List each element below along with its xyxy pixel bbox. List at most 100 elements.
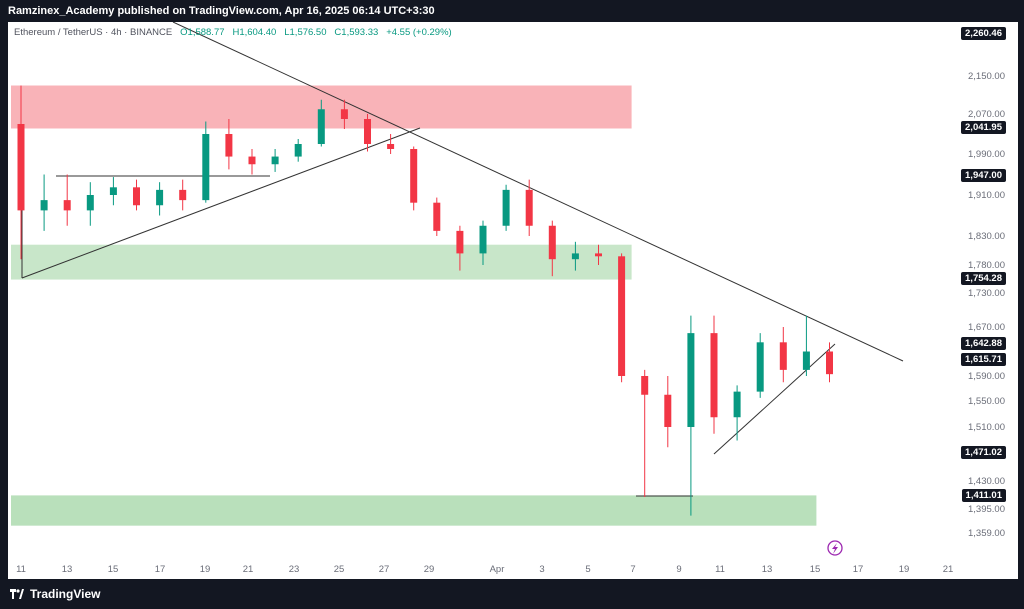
change-value: +4.55 (+0.29%) xyxy=(386,27,452,38)
candle-body-34 xyxy=(802,351,810,370)
open-value: 1,588.77 xyxy=(187,27,225,38)
price-tag-0: 2,260.46 xyxy=(961,27,1006,40)
x-tick-label-13: 7 xyxy=(630,564,635,575)
x-tick-label-15: 11 xyxy=(715,564,725,575)
candle-body-7 xyxy=(179,189,187,201)
x-tick-label-14: 9 xyxy=(676,564,681,575)
x-tick-label-11: 3 xyxy=(539,564,544,575)
y-tick-label-4: 1,830.00 xyxy=(968,231,1005,242)
zone-support-2 xyxy=(11,495,817,526)
y-tick-label-5: 1,780.00 xyxy=(968,260,1005,271)
price-chart[interactable]: 2,150.00 2,070.00 1,990.00 1,910.00 1,830.00… xyxy=(8,22,1018,579)
y-tick-label-7: 1,670.00 xyxy=(968,322,1005,333)
tradingview-logo-text: TradingView xyxy=(30,587,101,601)
candle-body-16 xyxy=(387,144,395,149)
y-tick-label-2: 1,990.00 xyxy=(968,149,1005,160)
candle-body-23 xyxy=(548,225,556,260)
candle-body-25 xyxy=(595,253,602,257)
x-tick-label-0: 11 xyxy=(16,564,26,575)
candle-body-6 xyxy=(156,189,164,206)
price-tag-2: 1,947.00 xyxy=(961,169,1006,183)
y-tick-label-6: 1,730.00 xyxy=(968,288,1005,299)
y-tick-label-3: 1,910.00 xyxy=(968,190,1005,201)
y-tick-label-12: 1,395.00 xyxy=(968,504,1005,515)
published-text: Ramzinex_Academy published on TradingVie… xyxy=(8,5,435,17)
y-tick-label-13: 1,359.00 xyxy=(968,528,1005,539)
y-tick-label-8: 1,590.00 xyxy=(968,371,1005,382)
low-value: 1,576.50 xyxy=(289,27,327,38)
x-tick-label-9: 29 xyxy=(424,564,435,575)
tradingview-logo[interactable]: TradingView xyxy=(10,587,100,601)
candle-body-0 xyxy=(17,124,25,211)
candle-body-12 xyxy=(294,144,302,157)
candle-body-8 xyxy=(202,134,210,201)
footer-bar: TradingView xyxy=(0,579,1024,609)
x-tick-label-6: 23 xyxy=(289,564,300,575)
price-tag-5: 1,615.71 xyxy=(961,353,1006,367)
alert-bolt-icon xyxy=(832,543,838,554)
candle-body-18 xyxy=(433,202,441,231)
x-tick-label-8: 27 xyxy=(379,564,390,575)
high-value: 1,604.40 xyxy=(239,27,277,38)
ascending-trendline xyxy=(21,127,421,279)
x-tick-label-19: 19 xyxy=(899,564,910,575)
descending-trendline xyxy=(172,22,904,362)
candle-body-22 xyxy=(525,189,533,226)
x-tick-label-5: 21 xyxy=(243,564,254,575)
price-tag-3: 1,754.28 xyxy=(961,272,1006,286)
candle-body-29 xyxy=(687,333,695,427)
rising-support-trendline xyxy=(713,343,836,455)
candle-body-14 xyxy=(340,109,348,119)
high-label: H xyxy=(232,27,240,38)
x-tick-label-17: 15 xyxy=(810,564,821,575)
symbol-legend: Ethereum / TetherUS · 4h · BINANCE O1,58… xyxy=(14,27,452,38)
candle-body-11 xyxy=(271,156,279,165)
publish-header: Ramzinex_Academy published on TradingVie… xyxy=(0,0,1024,22)
y-tick-label-9: 1,550.00 xyxy=(968,396,1005,407)
zone-support-1 xyxy=(11,244,632,280)
alert-icon xyxy=(827,540,843,556)
candle-body-27 xyxy=(641,376,649,395)
candle-body-35 xyxy=(826,351,833,375)
chart-area[interactable]: 2,150.00 2,070.00 1,990.00 1,910.00 1,830.00… xyxy=(8,22,1018,579)
x-tick-label-10: Apr xyxy=(490,564,505,575)
candle-body-13 xyxy=(317,109,325,144)
candle-body-28 xyxy=(664,394,672,427)
candle-body-4 xyxy=(109,187,117,195)
x-tick-label-2: 15 xyxy=(108,564,119,575)
close-value: 1,593.33 xyxy=(341,27,379,38)
x-tick-label-3: 17 xyxy=(155,564,166,575)
y-tick-label-1: 2,070.00 xyxy=(968,109,1005,120)
candle-body-26 xyxy=(618,256,626,376)
x-tick-label-4: 19 xyxy=(200,564,211,575)
x-tick-label-16: 13 xyxy=(762,564,773,575)
candle-body-2 xyxy=(63,200,71,211)
tradingview-mark-icon xyxy=(10,589,24,599)
x-tick-label-12: 5 xyxy=(585,564,590,575)
price-tag-7: 1,411.01 xyxy=(961,489,1006,503)
candle-body-20 xyxy=(479,225,487,254)
candle-body-21 xyxy=(502,189,510,226)
candle-body-19 xyxy=(456,230,464,254)
candle-body-10 xyxy=(248,156,256,165)
candle-body-3 xyxy=(86,195,94,211)
x-tick-label-1: 13 xyxy=(62,564,73,575)
y-tick-label-10: 1,510.00 xyxy=(968,422,1005,433)
candle-body-32 xyxy=(756,342,764,392)
close-label: C xyxy=(334,27,342,38)
candle-body-24 xyxy=(571,253,579,260)
price-tag-4: 1,642.88 xyxy=(961,336,1006,350)
y-tick-label-11: 1,430.00 xyxy=(968,476,1005,487)
candle-body-31 xyxy=(733,391,741,418)
y-tick-label-0: 2,150.00 xyxy=(968,71,1005,82)
low-label: L xyxy=(284,27,290,38)
candle-body-33 xyxy=(779,342,787,370)
price-tag-6: 1,471.02 xyxy=(961,446,1006,460)
candle-body-15 xyxy=(364,119,371,144)
candle-body-1 xyxy=(40,200,48,211)
x-tick-label-18: 17 xyxy=(853,564,864,575)
candle-body-9 xyxy=(225,134,233,157)
symbol-name: Ethereum / TetherUS · 4h · BINANCE xyxy=(14,27,173,38)
open-label: O xyxy=(180,27,188,38)
x-tick-label-7: 25 xyxy=(334,564,345,575)
